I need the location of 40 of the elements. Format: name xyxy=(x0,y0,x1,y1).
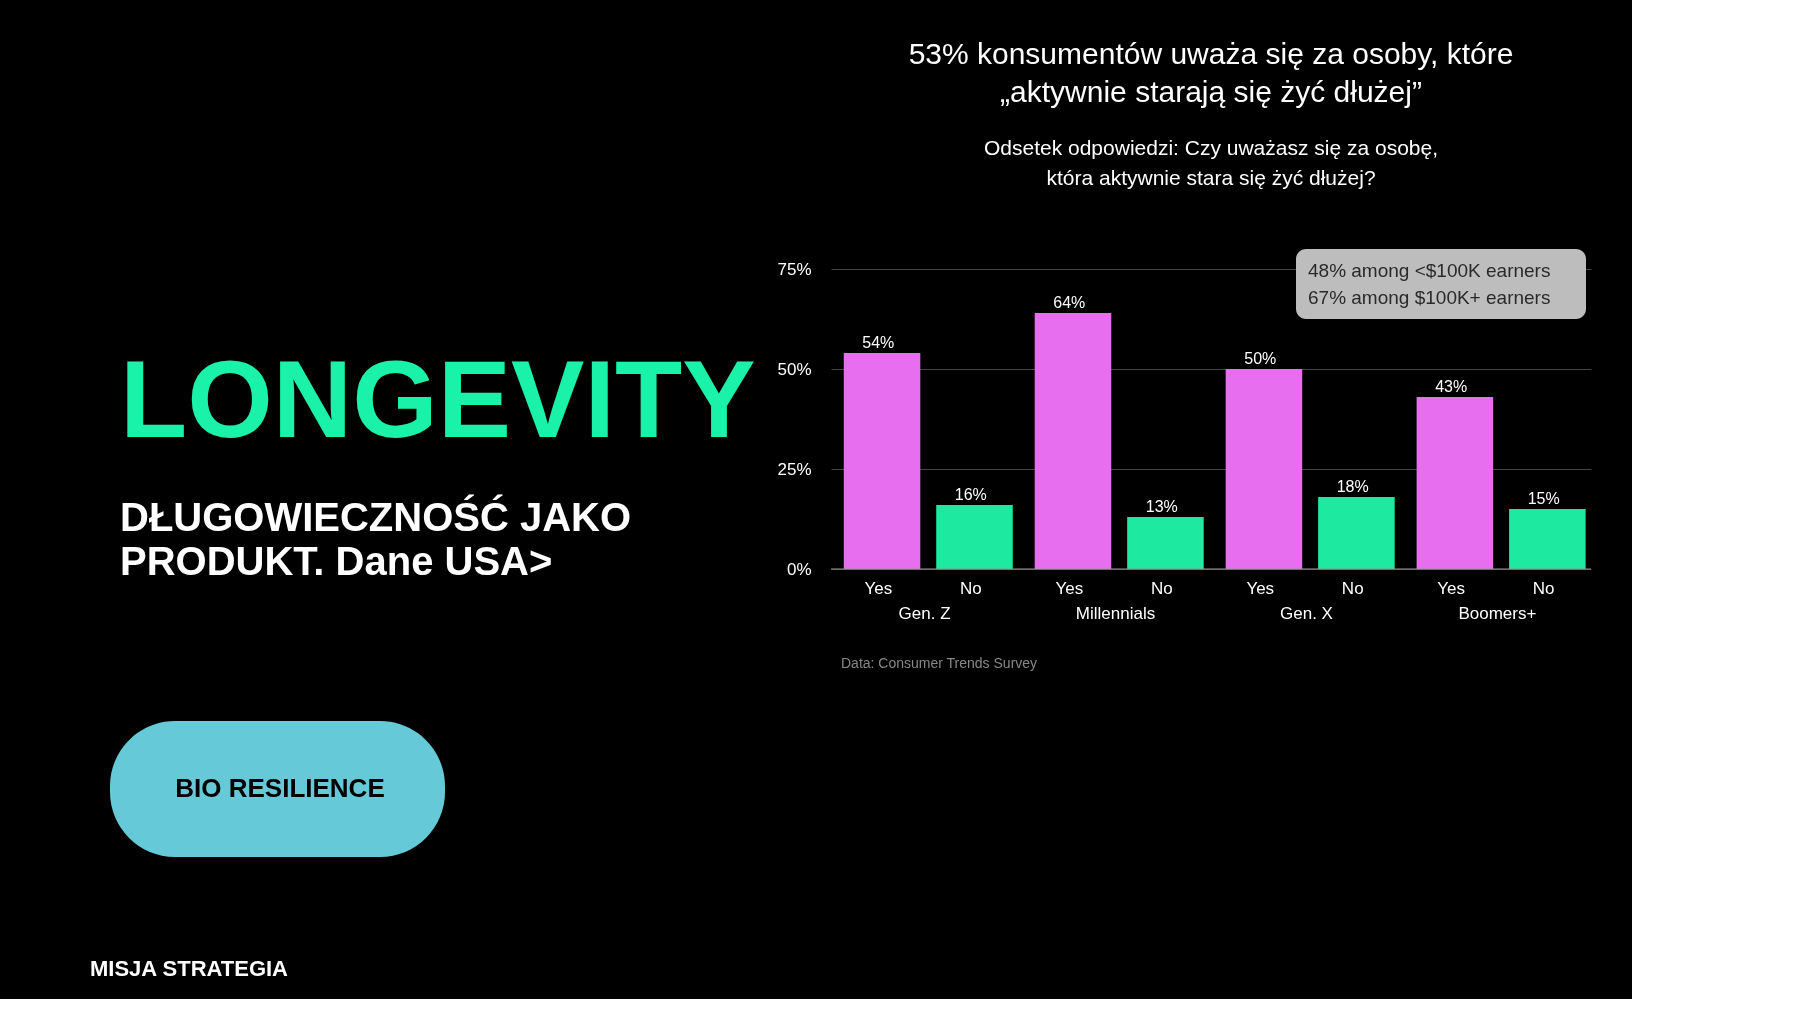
x-tick-label: Gen. Z xyxy=(898,603,951,623)
data-label: 50% xyxy=(1244,350,1277,367)
series-label: Yes xyxy=(864,579,893,598)
data-label: 16% xyxy=(954,486,987,503)
bar xyxy=(1509,509,1586,569)
chart-title: 53% konsumentów uważa się za osoby, które „aktywnie starają się żyć dłużej” xyxy=(908,37,1514,108)
data-label: 13% xyxy=(1145,498,1178,515)
text: No xyxy=(1341,579,1364,598)
data-label: 18% xyxy=(1336,478,1369,495)
data-label: 54% xyxy=(862,334,895,351)
bar xyxy=(936,505,1013,569)
bar xyxy=(1225,369,1303,569)
text: No xyxy=(1150,579,1173,598)
bar xyxy=(1416,397,1494,569)
text: DŁUGOWIECZNOŚĆ JAKO PRODUKT. Dane USA> xyxy=(120,494,632,583)
data-label: 64% xyxy=(1053,294,1086,311)
y-tick-label: 75% xyxy=(777,259,812,279)
chart-subtitle: Odsetek odpowiedzi: Czy uważasz się za osobę, która aktywnie stara się żyć dłużej? xyxy=(983,136,1439,189)
bar xyxy=(1318,497,1395,569)
text: Yes xyxy=(1437,579,1466,598)
annotation: 48% among <$100K earners 67% among $100K+ earners xyxy=(1308,260,1551,308)
text: LONGEVITY xyxy=(120,337,756,460)
y-tick-label: 25% xyxy=(777,459,812,479)
bar xyxy=(1034,313,1112,569)
data-label: 43% xyxy=(1435,378,1468,395)
y-tick-label: 0% xyxy=(786,559,812,579)
text: BIO RESILIENCE xyxy=(175,773,385,803)
x-tick-label: Boomers+ xyxy=(1458,603,1537,623)
data-label: 15% xyxy=(1527,490,1560,507)
text: No xyxy=(1532,579,1555,598)
y-tick-label: 50% xyxy=(777,359,812,379)
text: Data: Consumer Trends Survey xyxy=(841,655,1038,671)
text: MISJA STRATEGIA xyxy=(90,956,289,981)
bar xyxy=(843,353,921,569)
x-tick-label: Millennials xyxy=(1075,603,1156,623)
text: Yes xyxy=(1055,579,1084,598)
series-label: No xyxy=(959,579,982,598)
text: Yes xyxy=(1246,579,1275,598)
x-tick-label: Gen. X xyxy=(1280,603,1333,623)
bar xyxy=(1127,517,1204,569)
